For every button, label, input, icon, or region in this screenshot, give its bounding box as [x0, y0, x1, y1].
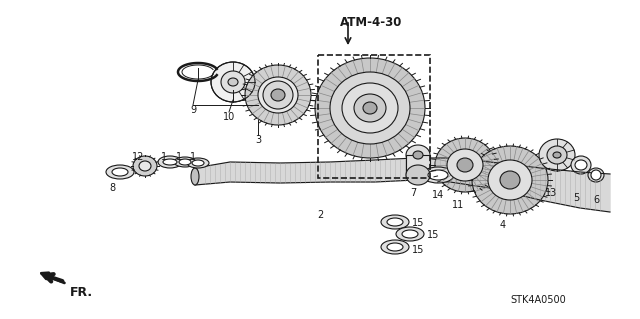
Ellipse shape — [488, 160, 532, 200]
Text: ATM-4-30: ATM-4-30 — [340, 16, 403, 29]
Ellipse shape — [363, 102, 377, 114]
Text: 3: 3 — [255, 135, 261, 145]
Ellipse shape — [402, 230, 418, 238]
Ellipse shape — [271, 89, 285, 101]
Ellipse shape — [575, 160, 587, 170]
Text: 12: 12 — [132, 152, 144, 162]
Ellipse shape — [245, 65, 311, 125]
Ellipse shape — [435, 138, 495, 192]
Ellipse shape — [315, 58, 425, 158]
Text: 11: 11 — [452, 200, 464, 210]
Ellipse shape — [258, 77, 298, 113]
Text: 9: 9 — [190, 105, 196, 115]
Text: 14: 14 — [432, 190, 444, 200]
Ellipse shape — [539, 139, 575, 171]
Text: 5: 5 — [573, 193, 579, 203]
Text: 10: 10 — [223, 112, 235, 122]
Text: 15: 15 — [412, 245, 424, 255]
Ellipse shape — [192, 160, 204, 166]
Ellipse shape — [406, 165, 430, 185]
Ellipse shape — [263, 81, 293, 109]
Text: FR.: FR. — [70, 286, 93, 299]
Text: 2: 2 — [317, 210, 323, 220]
Text: 4: 4 — [500, 220, 506, 230]
Bar — [318, 55, 430, 178]
Ellipse shape — [588, 168, 604, 182]
Ellipse shape — [381, 215, 409, 229]
Ellipse shape — [163, 159, 177, 165]
Ellipse shape — [396, 227, 424, 241]
Text: 15: 15 — [427, 230, 439, 240]
Ellipse shape — [228, 78, 238, 86]
Ellipse shape — [174, 157, 196, 167]
Text: 15: 15 — [412, 218, 424, 228]
Text: 13: 13 — [545, 188, 557, 198]
Text: 1: 1 — [190, 152, 196, 162]
Ellipse shape — [457, 158, 473, 172]
Text: STK4A0500: STK4A0500 — [510, 295, 566, 305]
Ellipse shape — [211, 62, 255, 102]
Ellipse shape — [413, 151, 423, 159]
Bar — [406, 155, 430, 175]
Ellipse shape — [387, 218, 403, 226]
Ellipse shape — [106, 165, 134, 179]
Ellipse shape — [381, 240, 409, 254]
Text: 1: 1 — [176, 152, 182, 162]
Polygon shape — [195, 158, 610, 212]
Ellipse shape — [553, 152, 561, 158]
Ellipse shape — [406, 145, 430, 165]
Ellipse shape — [330, 72, 410, 144]
Ellipse shape — [112, 168, 128, 176]
Ellipse shape — [342, 83, 398, 133]
Ellipse shape — [179, 159, 191, 165]
Ellipse shape — [191, 168, 199, 185]
Ellipse shape — [472, 146, 548, 214]
Ellipse shape — [387, 243, 403, 251]
Ellipse shape — [428, 170, 448, 180]
Text: 6: 6 — [593, 195, 599, 205]
Ellipse shape — [221, 71, 245, 93]
Ellipse shape — [422, 167, 454, 183]
Ellipse shape — [158, 156, 182, 168]
Text: 1: 1 — [161, 152, 167, 162]
Ellipse shape — [133, 156, 157, 176]
Ellipse shape — [500, 171, 520, 189]
Ellipse shape — [571, 156, 591, 174]
Ellipse shape — [591, 170, 601, 180]
Ellipse shape — [354, 94, 386, 122]
Text: 7: 7 — [410, 188, 416, 198]
Text: 8: 8 — [109, 183, 115, 193]
Ellipse shape — [139, 161, 151, 171]
Ellipse shape — [547, 146, 567, 164]
Ellipse shape — [187, 158, 209, 168]
Ellipse shape — [447, 149, 483, 181]
